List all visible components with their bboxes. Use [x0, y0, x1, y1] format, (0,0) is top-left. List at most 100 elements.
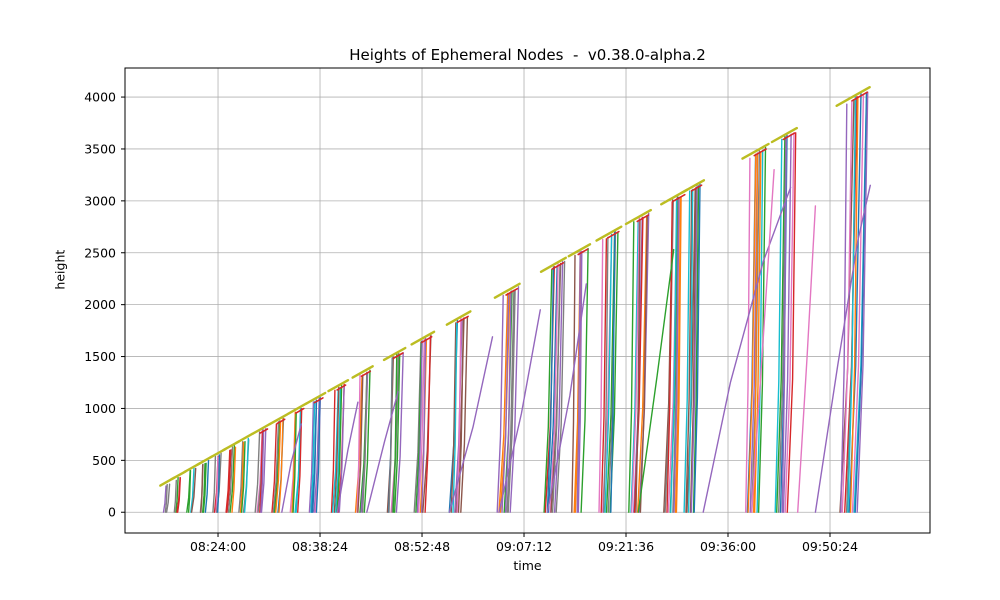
cluster-line	[308, 401, 315, 513]
cluster-line	[692, 185, 700, 513]
cluster-line	[229, 445, 236, 513]
envelope-cap	[351, 365, 374, 379]
envelope-cap	[286, 402, 308, 416]
cluster-line	[395, 352, 404, 513]
cluster-line	[240, 441, 246, 513]
cluster-line	[330, 389, 336, 513]
cluster-line	[782, 133, 792, 513]
cluster-line	[460, 316, 469, 513]
envelope-cap	[624, 208, 652, 226]
cluster-line	[278, 418, 284, 513]
cluster-line	[576, 250, 581, 513]
chain-track-segment	[456, 315, 469, 324]
cluster-line	[310, 401, 316, 513]
cluster-line	[336, 385, 343, 513]
cluster-line	[165, 483, 171, 513]
envelope-cap	[680, 179, 706, 195]
cluster-line	[200, 464, 204, 513]
envelope-cap	[251, 422, 272, 435]
y-tick-label: 2000	[84, 297, 116, 312]
cluster-line	[392, 353, 398, 513]
envelope-cap	[327, 379, 350, 393]
chain-track-segment	[336, 384, 347, 391]
cluster-line	[847, 96, 857, 513]
cluster-line	[547, 265, 558, 513]
cluster-line	[202, 462, 207, 513]
cluster-line	[173, 479, 178, 513]
cluster-line	[393, 353, 401, 513]
cluster-line	[201, 463, 206, 513]
cluster-line	[297, 408, 303, 513]
cluster-line	[598, 238, 604, 513]
laggard-line	[448, 336, 494, 513]
cluster-line	[243, 437, 250, 513]
chain-track-segment	[295, 407, 305, 414]
cluster-line	[546, 266, 555, 513]
cluster-line	[363, 369, 371, 513]
chain-track-segment	[313, 397, 324, 404]
cluster-line	[577, 250, 583, 513]
envelope-cap	[493, 282, 521, 299]
chain-track-segment	[551, 261, 565, 270]
envelope-cap	[410, 330, 436, 346]
cluster-line	[335, 387, 342, 513]
cluster-line	[424, 336, 432, 513]
cluster-line	[260, 428, 267, 513]
cluster-line	[450, 322, 457, 513]
cluster-line	[753, 151, 762, 513]
y-tick-label: 3500	[84, 141, 116, 156]
envelope-cap	[445, 310, 472, 326]
chain-track-segment	[276, 418, 286, 425]
cluster-line	[778, 137, 787, 513]
cluster-line	[333, 386, 340, 513]
envelope-cap	[567, 243, 592, 258]
cluster-line	[555, 260, 566, 513]
y-tick-label: 500	[92, 453, 116, 468]
cluster-line	[357, 374, 364, 513]
cluster-line	[628, 221, 635, 513]
cluster-line	[190, 467, 195, 513]
cluster-line	[272, 421, 280, 513]
cluster-line	[457, 318, 465, 513]
cluster-line	[571, 254, 576, 513]
cluster-line	[501, 293, 510, 513]
cluster-line	[226, 449, 232, 513]
chain-track-segment	[420, 335, 433, 344]
laggard-line	[702, 186, 792, 513]
cluster-line	[786, 132, 797, 513]
laggard-line	[797, 205, 817, 513]
cluster-line	[605, 232, 616, 513]
chain-track-segment	[259, 428, 269, 434]
cluster-line	[840, 103, 848, 513]
cluster-line	[176, 477, 182, 513]
cluster-line	[630, 220, 639, 513]
x-axis-label: time	[513, 558, 542, 573]
cluster-line	[543, 268, 553, 513]
cluster-line	[417, 338, 425, 513]
cluster-line	[415, 340, 423, 513]
envelope-cap	[595, 225, 623, 242]
laggard-line	[366, 391, 399, 513]
cluster-line	[603, 236, 609, 513]
chain-track-segment	[672, 193, 686, 203]
laggard-line	[281, 423, 302, 513]
x-tick-label: 09:21:36	[598, 539, 654, 554]
y-tick-label: 2500	[84, 245, 116, 260]
cluster-line	[313, 397, 320, 513]
chain-track-segment	[782, 132, 796, 141]
cluster-line	[187, 470, 192, 513]
x-tick-label: 09:50:24	[802, 539, 858, 554]
x-tick-label: 08:52:48	[394, 539, 450, 554]
cluster-line	[291, 411, 296, 513]
cluster-line	[175, 477, 179, 513]
x-tick-label: 09:36:00	[700, 539, 756, 554]
cluster-line	[757, 146, 767, 513]
y-tick-label: 3000	[84, 193, 116, 208]
cluster-line	[315, 396, 321, 513]
cluster-line	[275, 420, 282, 513]
laggard-line	[546, 283, 587, 513]
chain-track-segment	[606, 230, 620, 239]
cluster-line	[781, 136, 787, 513]
cluster-line	[254, 431, 261, 513]
